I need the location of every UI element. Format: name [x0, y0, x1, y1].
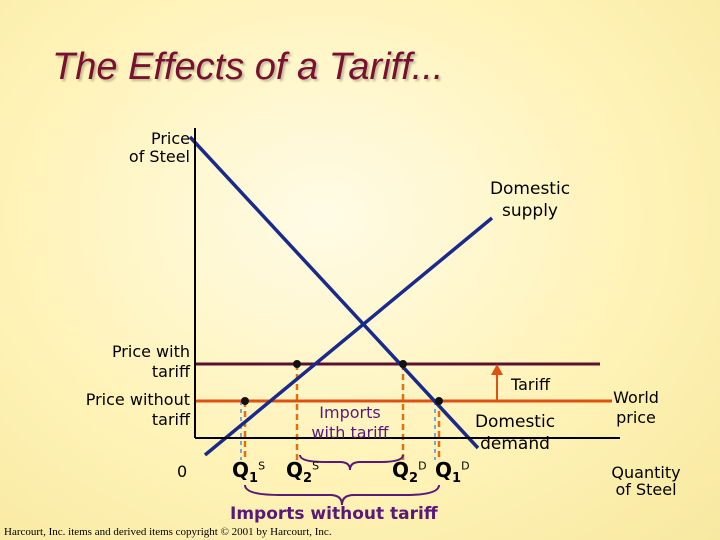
point-q1d [435, 397, 443, 405]
imports-with-tariff-label: Imports with tariff [290, 403, 410, 443]
world-price-label: World price [598, 388, 674, 428]
price-with-tariff-line2: tariff [151, 362, 190, 381]
world-price-line2: price [616, 408, 656, 427]
q1d-label: Q1D [435, 458, 470, 486]
demand-curve [188, 135, 480, 450]
origin-label: 0 [177, 462, 188, 481]
x-axis-label: Quantity of Steel [598, 464, 694, 498]
imports-with-tariff-line1: Imports [319, 403, 381, 422]
demand-label-line1: Domestic [474, 412, 556, 432]
supply-curve [203, 216, 494, 457]
x-axis-label-line1: Quantity [611, 463, 681, 482]
x-axis-label-line2: of Steel [615, 480, 677, 499]
price-with-tariff-line1: Price with [111, 342, 190, 361]
q1s-label: Q1S [232, 458, 266, 486]
y-axis-label-line2: of Steel [128, 147, 190, 166]
y-axis-label-line1: Price [150, 129, 190, 148]
demand-label: Domestic demand [455, 411, 575, 455]
supply-label: Domestic supply [470, 178, 590, 222]
imports-with-tariff-brace [299, 454, 404, 471]
slide-title: The Effects of a Tariff... [52, 46, 444, 88]
copyright-footer: Harcourt, Inc. items and derived items c… [4, 526, 332, 538]
tariff-label: Tariff [511, 375, 550, 394]
tariff-arrowhead [491, 364, 503, 375]
point-q1s [241, 397, 249, 405]
demand-label-line2: demand [480, 434, 550, 454]
point-q2d [399, 360, 407, 368]
price-without-tariff-label: Price without tariff [50, 390, 190, 430]
price-with-tariff-label: Price with tariff [60, 342, 190, 382]
imports-without-tariff-label: Imports without tariff [230, 504, 438, 524]
q2d-label: Q2D [392, 458, 427, 486]
point-q2s [293, 360, 301, 368]
supply-label-line2: supply [502, 201, 558, 221]
imports-without-tariff-brace [244, 484, 440, 506]
y-axis-label: Price of Steel [110, 130, 190, 166]
q2s-label: Q2S [286, 458, 320, 486]
price-without-tariff-line1: Price without [85, 390, 190, 409]
world-price-line1: World [613, 388, 659, 407]
supply-label-line1: Domestic [489, 179, 571, 199]
price-without-tariff-line2: tariff [151, 410, 190, 429]
imports-with-tariff-line2: with tariff [311, 423, 389, 442]
